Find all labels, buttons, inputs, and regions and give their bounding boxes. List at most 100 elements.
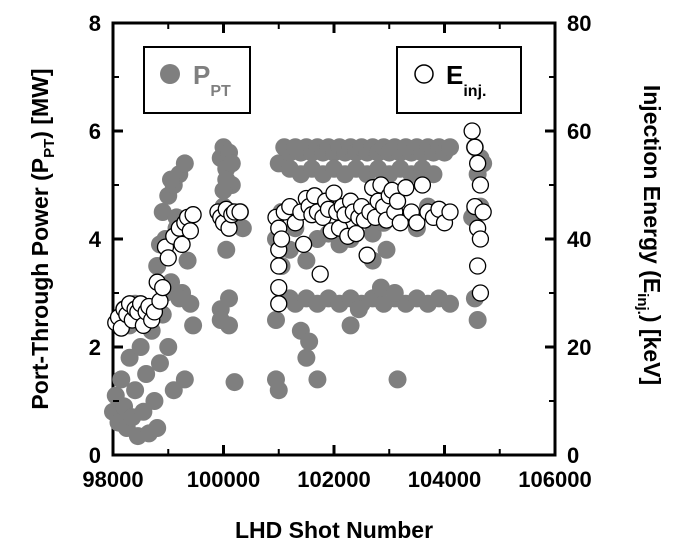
pptt-point: [363, 224, 382, 243]
legend-einj: Einj.: [396, 46, 522, 114]
pptt-point: [424, 165, 443, 184]
pptt-point: [148, 419, 167, 437]
pptt-point: [150, 354, 169, 373]
pptt-point: [225, 373, 244, 392]
einj-point: [231, 203, 249, 221]
einj-point: [311, 265, 329, 283]
pptt-point: [266, 311, 285, 329]
einj-point: [397, 179, 415, 197]
einj-point: [463, 122, 481, 140]
pptt-point: [349, 300, 368, 319]
y-right-tick-label: 20: [567, 335, 591, 360]
pptt-point: [145, 392, 164, 410]
pptt-point: [211, 311, 230, 329]
einj-point: [173, 235, 191, 254]
legend-einj-sub: inj.: [463, 83, 486, 100]
einj-point: [468, 154, 487, 173]
y-right-title-end: ) [keV]: [639, 315, 665, 385]
pptt-point: [164, 381, 183, 400]
y-left-title-main: Port-Through Power (P: [27, 158, 53, 410]
x-tick-label: 106000: [518, 467, 591, 492]
legend-einj-label: Einj.: [446, 60, 486, 100]
einj-point: [471, 176, 490, 194]
einj-point: [270, 278, 288, 297]
einj-point: [272, 230, 291, 248]
pptt-point: [120, 348, 139, 367]
y-right-tick-label: 80: [567, 11, 591, 36]
legend-pptt-main: P: [193, 60, 210, 90]
y-right-tick-label: 60: [567, 119, 591, 144]
einj-point: [347, 224, 365, 243]
pptt-point: [175, 154, 194, 173]
einj-point: [466, 138, 484, 156]
pptt-point: [134, 402, 153, 421]
pptt-point: [175, 370, 194, 389]
pptt-point: [388, 370, 407, 389]
svg-text:Injection Energy (Einj.) [keV]: Injection Energy (Einj.) [keV]: [634, 85, 665, 385]
pptt-point: [217, 240, 236, 259]
pptt-point: [137, 365, 156, 383]
pptt-point: [159, 338, 178, 356]
pptt-point: [131, 338, 150, 356]
y-right-title-sub: inj.: [634, 293, 651, 315]
y-left-tick-label: 4: [89, 227, 102, 252]
pptt-point: [371, 278, 390, 297]
einj-point: [325, 184, 343, 202]
pptt-point: [184, 316, 203, 335]
pptt-point: [269, 381, 288, 400]
y-left-tick-label: 6: [89, 119, 101, 144]
pptt-point: [153, 203, 172, 221]
einj-point: [270, 295, 288, 313]
y-axis-right-ticks: 0 20 40 60 80: [545, 11, 591, 468]
y-left-tick-label: 2: [89, 335, 101, 360]
pptt-point: [441, 138, 460, 157]
einj-point: [408, 214, 426, 232]
einj-point: [159, 249, 177, 267]
einj-point: [184, 206, 202, 224]
legend-pptt-marker: [160, 64, 180, 84]
pptt-point: [308, 370, 327, 389]
einj-point: [441, 203, 459, 221]
einj-point: [388, 192, 407, 210]
svg-text:Port-Through Power (PPT) [MW]: Port-Through Power (PPT) [MW]: [27, 68, 58, 409]
y-left-tick-label: 8: [89, 11, 101, 36]
pptt-point: [233, 219, 252, 238]
legend-pptt-box: [143, 46, 251, 114]
y-right-tick-label: 0: [567, 443, 579, 468]
pptt-point: [181, 294, 200, 313]
y-axis-left-title: Port-Through Power (PPT) [MW]: [27, 68, 58, 409]
x-axis-title: LHD Shot Number: [235, 517, 433, 543]
einj-point: [468, 257, 487, 275]
legend-pptt-sub: PT: [210, 83, 231, 100]
legend-einj-main: E: [446, 60, 463, 90]
einj-point: [270, 257, 288, 275]
einj-point: [471, 284, 490, 302]
x-tick-label: 102000: [297, 467, 370, 492]
pptt-point: [126, 381, 145, 400]
pptt-point: [178, 251, 197, 270]
pptt-point: [162, 170, 181, 189]
y-axis-left-ticks: 0 2 4 6 8: [89, 11, 123, 468]
pptt-point: [385, 284, 404, 302]
einj-point: [181, 222, 200, 240]
einj-point: [474, 203, 492, 221]
y-right-tick-label: 40: [567, 227, 591, 252]
legend-pptt-label: PPT: [193, 60, 231, 100]
pptt-point: [297, 251, 316, 270]
pptt-point: [441, 294, 460, 313]
x-tick-label: 100000: [187, 467, 260, 492]
x-tick-label: 104000: [408, 467, 481, 492]
y-left-tick-label: 0: [89, 443, 101, 468]
y-left-title-end: ) [MW]: [27, 68, 53, 138]
y-right-title-main: Injection Energy (E: [639, 85, 665, 293]
legend-pptt: PPT: [143, 46, 251, 114]
pptt-point: [297, 348, 316, 367]
pptt-point: [300, 332, 319, 351]
x-axis-ticks: 98000 100000 102000 104000 106000: [82, 23, 592, 492]
einj-point: [154, 278, 172, 297]
x-tick-label: 98000: [82, 467, 143, 492]
einj-point: [413, 176, 432, 194]
y-axis-right-title: Injection Energy (Einj.) [keV]: [634, 85, 665, 385]
einj-point: [358, 246, 376, 264]
pptt-point: [341, 316, 360, 335]
